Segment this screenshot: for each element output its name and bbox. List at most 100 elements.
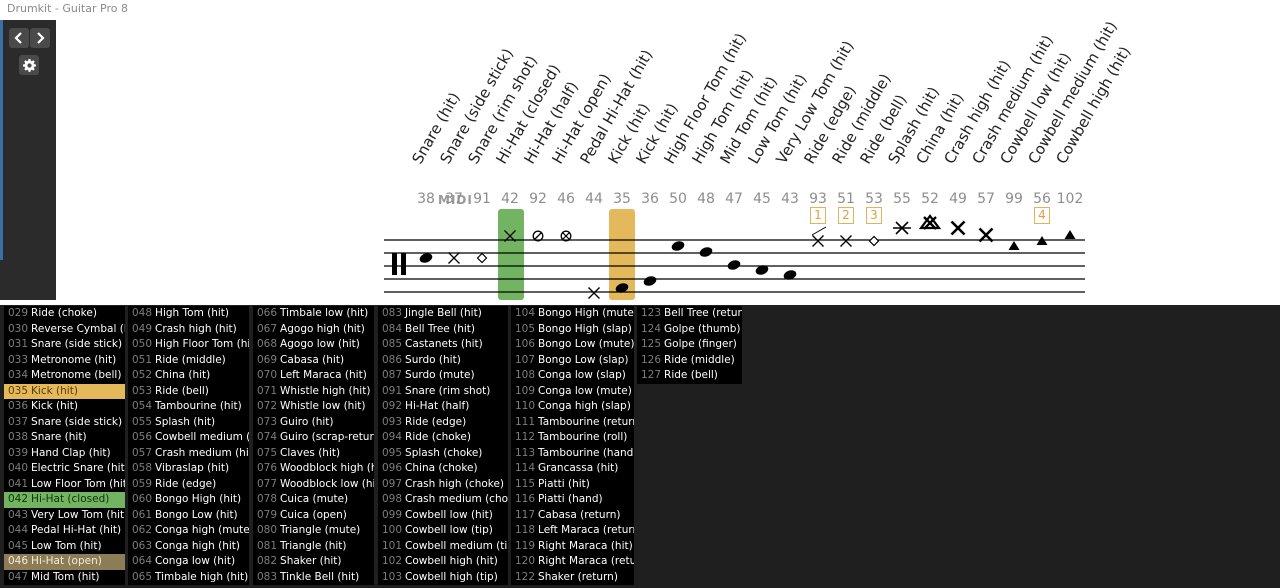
instrument-list-item[interactable]: 118 Left Maraca (return) [511, 523, 634, 539]
instrument-list-item[interactable]: 085 Castanets (hit) [378, 337, 508, 353]
instrument-list-item[interactable]: 074 Guiro (scrap-return) [253, 430, 374, 446]
instrument-list-item[interactable]: 038 Snare (hit) [4, 430, 125, 446]
instrument-list-item[interactable]: 046 Hi-Hat (open) [4, 554, 125, 570]
instrument-list-item[interactable]: 051 Ride (middle) [128, 352, 249, 368]
instrument-list-item[interactable]: 064 Conga low (hit) [128, 554, 249, 570]
instrument-list-item[interactable]: 082 Shaker (hit) [253, 554, 374, 570]
instrument-list-item[interactable]: 031 Snare (side stick) [4, 337, 125, 353]
instrument-list-item[interactable]: 055 Splash (hit) [128, 414, 249, 430]
instrument-list-item[interactable]: 061 Bongo Low (hit) [128, 507, 249, 523]
instrument-list-item[interactable]: 127 Ride (bell) [637, 368, 742, 384]
instrument-list-item[interactable]: 116 Piatti (hand) [511, 492, 634, 508]
instrument-list-item[interactable]: 059 Ride (edge) [128, 476, 249, 492]
instrument-list-item[interactable]: 125 Golpe (finger) [637, 337, 742, 353]
instrument-list-item[interactable]: 104 Bongo High (mute) [511, 306, 634, 322]
instrument-list-item[interactable]: 097 Crash high (choke) [378, 476, 508, 492]
instrument-list-item[interactable]: 087 Surdo (mute) [378, 368, 508, 384]
instrument-list-item[interactable]: 044 Pedal Hi-Hat (hit) [4, 523, 125, 539]
instrument-list-item[interactable]: 037 Snare (side stick) [4, 414, 125, 430]
instrument-list-item[interactable]: 119 Right Maraca (hit) [511, 538, 634, 554]
instrument-list-item[interactable]: 100 Cowbell low (tip) [378, 523, 508, 539]
instrument-list-item[interactable]: 105 Bongo High (slap) [511, 321, 634, 337]
instrument-list-item[interactable]: 077 Woodblock low (hit) [253, 476, 374, 492]
instrument-list-item[interactable]: 068 Agogo low (hit) [253, 337, 374, 353]
instrument-list-item[interactable]: 092 Hi-Hat (half) [378, 399, 508, 415]
instrument-list-item[interactable]: 124 Golpe (thumb) [637, 321, 742, 337]
instrument-list-item[interactable]: 060 Bongo High (hit) [128, 492, 249, 508]
instrument-list-item[interactable]: 086 Surdo (hit) [378, 352, 508, 368]
instrument-list-item[interactable]: 079 Cuica (open) [253, 507, 374, 523]
instrument-list-item[interactable]: 117 Cabasa (return) [511, 507, 634, 523]
instrument-list-item[interactable]: 122 Shaker (return) [511, 569, 634, 585]
instrument-list-item[interactable]: 072 Whistle low (hit) [253, 399, 374, 415]
instrument-list-item[interactable]: 065 Timbale high (hit) [128, 569, 249, 585]
instrument-list-item[interactable]: 053 Ride (bell) [128, 383, 249, 399]
instrument-list-item[interactable]: 047 Mid Tom (hit) [4, 569, 125, 585]
instrument-list-item[interactable]: 091 Snare (rim shot) [378, 383, 508, 399]
instrument-list-item[interactable]: 054 Tambourine (hit) [128, 399, 249, 415]
instrument-list-item[interactable]: 093 Ride (edge) [378, 414, 508, 430]
instrument-list-item[interactable]: 043 Very Low Tom (hit) [4, 507, 125, 523]
instrument-list-item[interactable]: 113 Tambourine (hand) [511, 445, 634, 461]
instrument-list-item[interactable]: 039 Hand Clap (hit) [4, 445, 125, 461]
instrument-list-item[interactable]: 035 Kick (hit) [4, 383, 125, 399]
instrument-list-item[interactable]: 069 Cabasa (hit) [253, 352, 374, 368]
instrument-list-item[interactable]: 114 Grancassa (hit) [511, 461, 634, 477]
instrument-list-item[interactable]: 057 Crash medium (hit) [128, 445, 249, 461]
instrument-list-item[interactable]: 080 Triangle (mute) [253, 523, 374, 539]
instrument-list-item[interactable]: 083 Jingle Bell (hit) [378, 306, 508, 322]
instrument-list-item[interactable]: 063 Conga high (hit) [128, 538, 249, 554]
instrument-list-item[interactable]: 040 Electric Snare (hit) [4, 461, 125, 477]
instrument-list-item[interactable]: 109 Conga low (mute) [511, 383, 634, 399]
instrument-list-item[interactable]: 094 Ride (choke) [378, 430, 508, 446]
instrument-number: 087 [382, 369, 403, 381]
instrument-list-item[interactable]: 073 Guiro (hit) [253, 414, 374, 430]
instrument-list-item[interactable]: 034 Metronome (bell) [4, 368, 125, 384]
instrument-list-item[interactable]: 067 Agogo high (hit) [253, 321, 374, 337]
instrument-list-item[interactable]: 050 High Floor Tom (hit) [128, 337, 249, 353]
instrument-list-item[interactable]: 052 China (hit) [128, 368, 249, 384]
instrument-list-item[interactable]: 111 Tambourine (return) [511, 414, 634, 430]
instrument-list-item[interactable]: 049 Crash high (hit) [128, 321, 249, 337]
instrument-list-item[interactable]: 126 Ride (middle) [637, 352, 742, 368]
instrument-list-item[interactable]: 108 Conga low (slap) [511, 368, 634, 384]
instrument-list-item[interactable]: 042 Hi-Hat (closed) [4, 492, 125, 508]
instrument-list-item[interactable]: 048 High Tom (hit) [128, 306, 249, 322]
instrument-list-item[interactable]: 078 Cuica (mute) [253, 492, 374, 508]
instrument-list-item[interactable]: 036 Kick (hit) [4, 399, 125, 415]
instrument-list-item[interactable]: 058 Vibraslap (hit) [128, 461, 249, 477]
instrument-list-item[interactable]: 106 Bongo Low (mute) [511, 337, 634, 353]
instrument-list-item[interactable]: 101 Cowbell medium (tip) [378, 538, 508, 554]
instrument-list-item[interactable]: 029 Ride (choke) [4, 306, 125, 322]
instrument-list-item[interactable]: 045 Low Tom (hit) [4, 538, 125, 554]
instrument-list-item[interactable]: 070 Left Maraca (hit) [253, 368, 374, 384]
instrument-list-item[interactable]: 095 Splash (choke) [378, 445, 508, 461]
instrument-list-item[interactable]: 107 Bongo Low (slap) [511, 352, 634, 368]
instrument-list-item[interactable]: 083 Tinkle Bell (hit) [253, 569, 374, 585]
prev-button[interactable] [9, 28, 29, 48]
instrument-list-item[interactable]: 033 Metronome (hit) [4, 352, 125, 368]
instrument-list-item[interactable]: 075 Claves (hit) [253, 445, 374, 461]
instrument-list-item[interactable]: 112 Tambourine (roll) [511, 430, 634, 446]
instrument-list-item[interactable]: 071 Whistle high (hit) [253, 383, 374, 399]
instrument-list-item[interactable]: 103 Cowbell high (tip) [378, 569, 508, 585]
instrument-list-item[interactable]: 062 Conga high (mute) [128, 523, 249, 539]
settings-button[interactable] [19, 55, 39, 75]
instrument-list-item[interactable]: 084 Bell Tree (hit) [378, 321, 508, 337]
instrument-list-item[interactable]: 099 Cowbell low (hit) [378, 507, 508, 523]
instrument-list-item[interactable]: 102 Cowbell high (hit) [378, 554, 508, 570]
next-button[interactable] [30, 28, 50, 48]
instrument-list-item[interactable]: 115 Piatti (hit) [511, 476, 634, 492]
instrument-list-item[interactable]: 096 China (choke) [378, 461, 508, 477]
instrument-list-item[interactable]: 041 Low Floor Tom (hit) [4, 476, 125, 492]
instrument-list-item[interactable]: 066 Timbale low (hit) [253, 306, 374, 322]
instrument-number: 122 [515, 570, 536, 583]
instrument-list-item[interactable]: 110 Conga high (slap) [511, 399, 634, 415]
instrument-list-item[interactable]: 081 Triangle (hit) [253, 538, 374, 554]
